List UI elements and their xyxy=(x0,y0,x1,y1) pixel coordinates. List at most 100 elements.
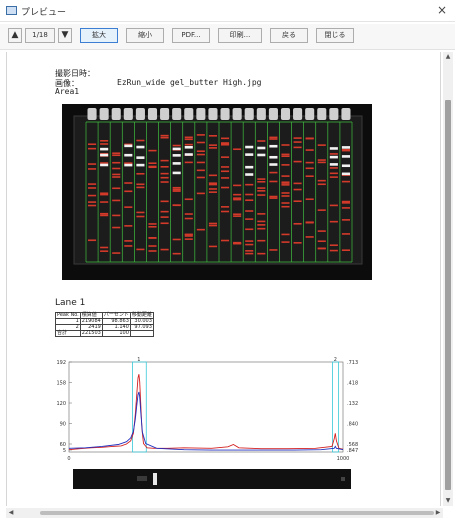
gel-band-marker xyxy=(293,141,302,143)
horizontal-scrollbar[interactable]: ◀ ▶ xyxy=(6,508,443,518)
gel-band-marker xyxy=(208,183,217,186)
gel-band xyxy=(245,153,254,156)
gel-band-marker xyxy=(124,206,133,208)
gel-well xyxy=(196,108,206,120)
capture-date-label: 撮影日時： xyxy=(55,69,95,78)
gel-band-marker xyxy=(341,249,350,251)
gel-well xyxy=(111,108,121,120)
gel-band-marker xyxy=(221,239,230,242)
gel-band-marker xyxy=(305,149,314,151)
scroll-up-icon[interactable]: ▲ xyxy=(445,53,451,60)
y-tick-label-left: 120 xyxy=(56,401,66,407)
gel-band-marker xyxy=(112,167,121,170)
gel-band-marker xyxy=(329,249,338,252)
gel-band-marker xyxy=(100,212,109,215)
gel-band-marker xyxy=(269,197,278,199)
gel-band-marker xyxy=(257,180,266,183)
gel-band-marker xyxy=(269,171,278,174)
gel-band-marker xyxy=(160,222,169,225)
gel-band-marker xyxy=(257,220,266,223)
gel-band-marker xyxy=(184,233,193,236)
gel-band-marker xyxy=(172,186,181,189)
table-cell: 97.093 xyxy=(129,324,154,331)
gel-band-marker xyxy=(160,134,169,137)
gel-band-marker xyxy=(341,202,350,204)
close-button[interactable]: 閉じる xyxy=(316,28,354,43)
gel-band-marker xyxy=(233,213,242,216)
pdf-button[interactable]: PDF... xyxy=(172,28,210,43)
close-icon[interactable]: × xyxy=(436,3,447,17)
profile-series-line xyxy=(68,391,344,451)
gel-band xyxy=(341,146,350,149)
lane-strip-image xyxy=(73,469,351,489)
gel-band xyxy=(100,163,109,167)
gel-band-marker xyxy=(233,193,242,196)
y-tick-label-right: .713 xyxy=(347,360,358,366)
back-button[interactable]: 戻る xyxy=(270,28,308,43)
vertical-scrollbar[interactable]: ▲ ▼ xyxy=(443,52,453,506)
scroll-left-icon[interactable]: ◀ xyxy=(8,509,14,516)
gel-band-marker xyxy=(221,170,230,173)
page-number-field[interactable]: 1/18 xyxy=(25,28,55,43)
gel-band xyxy=(172,162,181,165)
gel-well xyxy=(220,108,230,120)
peak-table: Peak No. 積算値 パーセント 移動距離 1 219084 98.863 … xyxy=(55,312,154,337)
lane-title: Lane 1 xyxy=(55,298,86,308)
scroll-down-icon[interactable]: ▼ xyxy=(445,497,451,504)
gel-band-marker xyxy=(148,250,157,252)
gel-well xyxy=(208,108,218,120)
zoom-in-button[interactable]: 拡大 xyxy=(80,28,118,43)
gel-band xyxy=(257,146,266,150)
gel-band xyxy=(329,147,338,150)
peak-label: 1 xyxy=(137,357,140,363)
gel-well xyxy=(268,108,278,120)
gel-band-marker xyxy=(329,167,338,169)
gel-band-marker xyxy=(124,190,133,193)
gel-band-marker xyxy=(160,210,169,213)
gel-band-marker xyxy=(172,252,181,255)
gel-band-marker xyxy=(221,206,230,208)
y-tick-label-left: 158 xyxy=(56,381,66,387)
gel-band xyxy=(341,155,350,158)
next-page-button[interactable]: ▼ xyxy=(58,28,72,43)
chart-plot-area xyxy=(68,361,344,453)
vertical-scroll-thumb[interactable] xyxy=(445,100,451,490)
prev-page-button[interactable]: ▲ xyxy=(8,28,22,43)
gel-well xyxy=(293,108,303,120)
gel-band-marker xyxy=(160,216,169,218)
gel-band-marker xyxy=(184,213,193,215)
y-tick-label-right: .568 xyxy=(347,442,358,448)
peak-window xyxy=(332,361,340,453)
gel-band-marker xyxy=(136,186,145,189)
gel-band-marker xyxy=(269,138,278,140)
gel-band xyxy=(269,155,278,159)
y-tick-label-right: .847 xyxy=(347,448,358,454)
gel-band-marker xyxy=(160,136,169,139)
gel-band-marker xyxy=(305,198,314,201)
gel-band-marker xyxy=(281,175,290,177)
zoom-out-button[interactable]: 縮小 xyxy=(126,28,164,43)
gel-band-marker xyxy=(88,239,97,242)
scroll-right-icon[interactable]: ▶ xyxy=(435,509,441,516)
gel-lane-boundaries xyxy=(85,121,353,263)
preview-page: 撮影日時： 画像： EzRun_wide gel_butter High.jpg… xyxy=(6,52,441,506)
gel-band-marker xyxy=(208,144,217,146)
gel-band-marker xyxy=(136,183,145,186)
gel-band-marker xyxy=(317,144,326,146)
gel-well xyxy=(244,108,254,120)
gel-band-marker xyxy=(221,143,230,146)
gel-band xyxy=(245,165,254,169)
gel-band-marker xyxy=(341,219,350,221)
gel-band-marker xyxy=(293,200,302,203)
gel-band-marker xyxy=(208,222,217,225)
lane-profile-chart: 192 .713 158 .418 120 .132 90 .840 60 .568 5 .847 0 1… xyxy=(56,357,358,462)
gel-band-marker xyxy=(257,190,266,192)
gel-band-marker xyxy=(317,240,326,243)
horizontal-scroll-thumb[interactable] xyxy=(40,511,434,515)
gel-band-marker xyxy=(329,172,338,175)
gel-band-marker xyxy=(281,182,290,184)
gel-band-marker xyxy=(88,168,97,170)
print-button[interactable]: 印刷... xyxy=(218,28,262,43)
gel-band-marker xyxy=(245,199,254,202)
gel-band-marker xyxy=(172,190,181,192)
